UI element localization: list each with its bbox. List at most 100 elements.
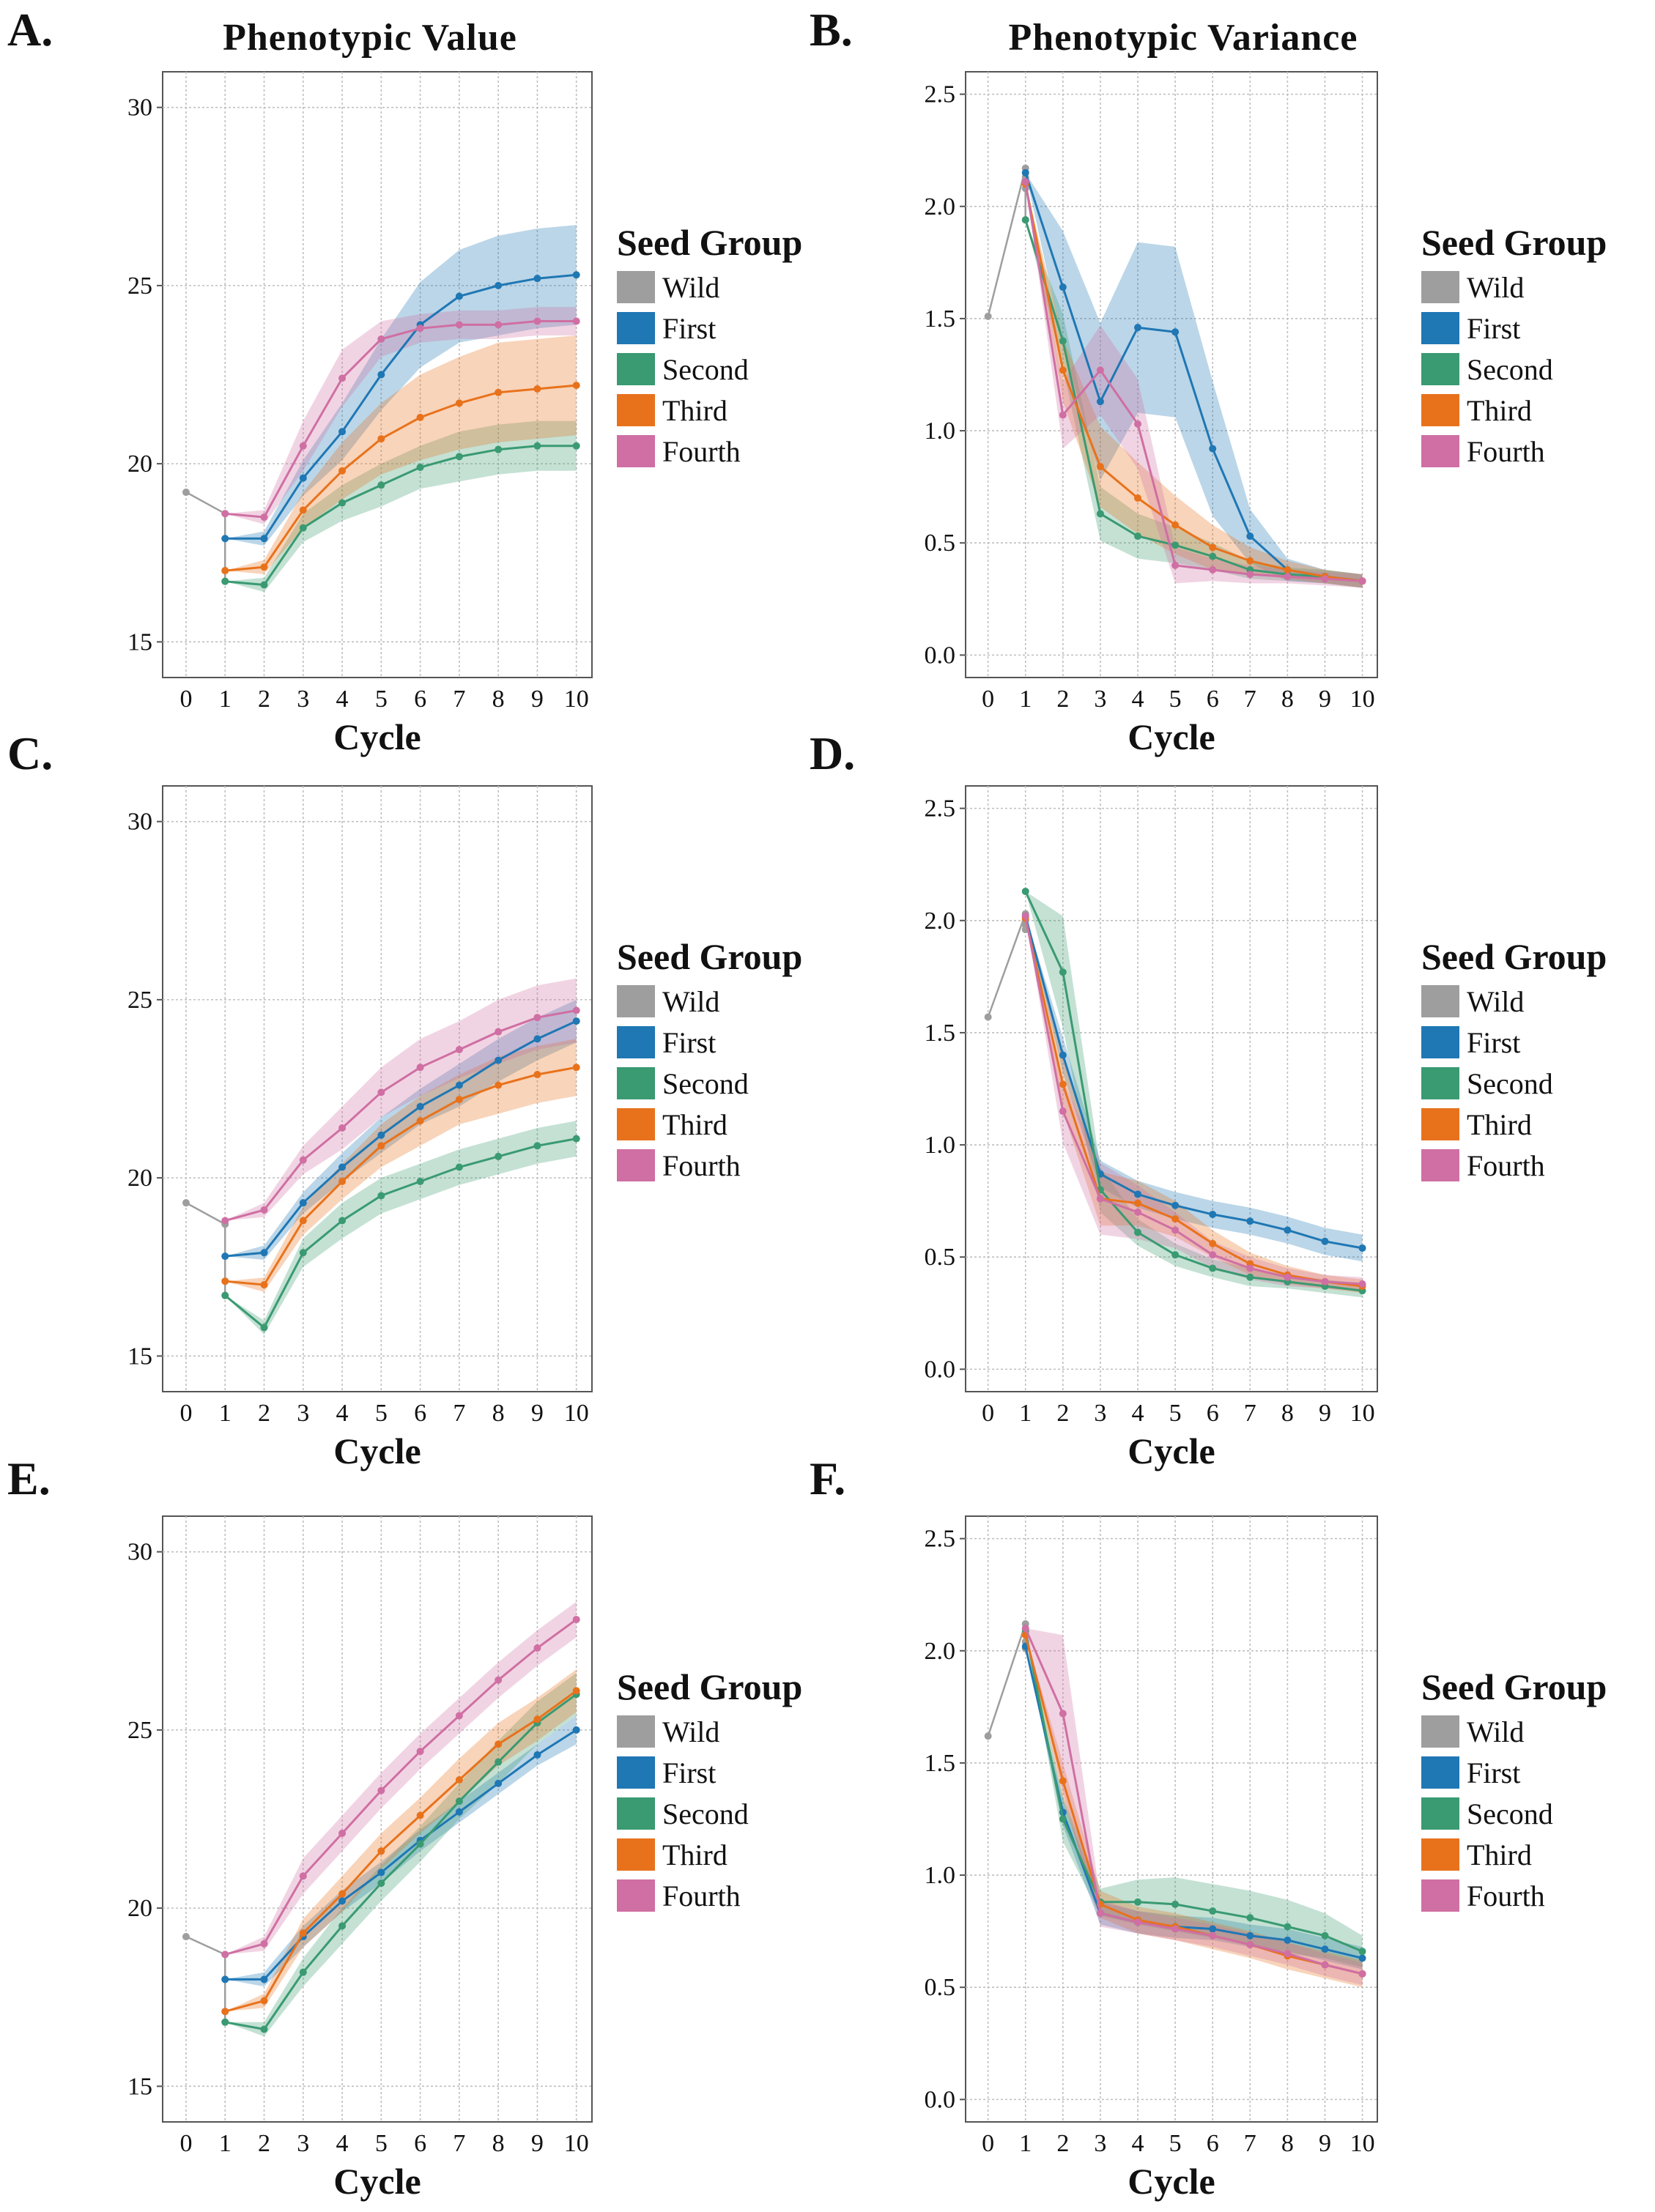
band-third	[1025, 1635, 1363, 1988]
series-line-fourth	[224, 1618, 577, 1956]
data-point-first	[1358, 1954, 1366, 1962]
legend-title: Seed Group	[617, 936, 802, 977]
data-point-fourth	[533, 1644, 541, 1652]
y-tick-label: 1.5	[925, 305, 956, 333]
data-point-fourth	[455, 1045, 463, 1053]
data-point-third	[572, 1064, 580, 1072]
legend-label-wild: Wild	[1467, 985, 1524, 1018]
legend-label-third: Third	[1467, 1838, 1532, 1871]
data-point-third	[1134, 494, 1142, 502]
data-point-fourth	[1096, 1195, 1104, 1203]
data-point-fourth	[260, 1206, 268, 1214]
y-tick-label: 1.5	[925, 1750, 956, 1777]
x-tick-label: 0	[179, 1400, 192, 1427]
data-point-first	[221, 1975, 229, 1983]
band-third	[225, 1039, 577, 1292]
data-point-second	[416, 1840, 424, 1848]
x-tick-label: 2	[258, 1400, 270, 1427]
legend-swatch-third	[1421, 1838, 1459, 1871]
data-point-first	[221, 535, 229, 543]
legend-swatch-fourth	[617, 1149, 655, 1181]
series-line-third	[1024, 183, 1363, 582]
data-point-fourth	[221, 510, 229, 518]
data-point-fourth	[1021, 178, 1029, 186]
panel-a: A. Phenotypic Value 0 1 2 3 4 5 6 7 8 9 10 15 20 25 30 Cy…	[7, 4, 802, 757]
data-point-first	[455, 1808, 463, 1816]
data-point-fourth	[1096, 1909, 1104, 1918]
data-point-second	[533, 442, 541, 450]
x-tick-label: 6	[414, 686, 426, 713]
data-point-fourth	[1358, 577, 1366, 585]
legend-swatch-wild	[1421, 985, 1459, 1017]
y-tick-label: 0.0	[925, 1356, 956, 1383]
series-line-second	[1024, 1630, 1363, 1953]
data-point-fourth	[1209, 1931, 1217, 1940]
data-point-first	[416, 1102, 424, 1110]
data-point-first	[495, 1056, 503, 1064]
data-point-first	[1059, 1051, 1067, 1059]
band-second	[1025, 220, 1363, 588]
legend-swatch-third	[617, 394, 655, 426]
data-point-second	[495, 445, 503, 453]
data-point-fourth	[1059, 1107, 1067, 1116]
x-tick-label: 10	[564, 686, 589, 713]
legend-swatch-third	[1421, 394, 1459, 426]
data-point-first	[338, 428, 347, 436]
data-point-first	[572, 271, 580, 279]
y-tick-label: 20	[127, 450, 152, 478]
data-point-third	[1171, 1215, 1180, 1223]
panel-letter: B.	[810, 4, 853, 56]
panel-b: B. Phenotypic Variance 0 1 2 3 4 5 6 7 8 9 10 0.0 0.5 1…	[810, 4, 1607, 757]
data-point-fourth	[1246, 571, 1254, 579]
data-point-third	[572, 382, 580, 390]
band-first	[1025, 916, 1363, 1262]
data-point-fourth	[338, 1829, 347, 1837]
data-point-second	[455, 1163, 463, 1171]
data-point-first	[455, 292, 463, 300]
data-point-fourth	[495, 1676, 503, 1684]
data-point-third	[416, 413, 424, 421]
legend-swatch-wild	[1421, 271, 1459, 303]
x-tick-label: 0	[982, 1400, 994, 1427]
series-line-first	[225, 273, 577, 540]
legend-swatch-wild	[1421, 1715, 1459, 1748]
legend-label-first: First	[662, 1026, 716, 1059]
data-point-second	[495, 1152, 503, 1160]
data-point-fourth	[1284, 573, 1292, 581]
data-point-third	[1284, 565, 1292, 574]
data-point-third	[455, 399, 463, 407]
y-tick-label: 20	[127, 1165, 152, 1192]
data-point-fourth	[1171, 1226, 1180, 1234]
data-point-fourth	[495, 1028, 503, 1036]
data-point-first	[1246, 1217, 1254, 1225]
legend-title: Seed Group	[617, 222, 802, 263]
x-tick-label: 8	[492, 686, 505, 713]
data-point-fourth	[455, 1712, 463, 1720]
legend-swatch-fourth	[1421, 435, 1459, 467]
data-point-second	[533, 1142, 541, 1150]
plot-area	[162, 785, 593, 1392]
plot-area	[965, 785, 1378, 1392]
legend-label-first: First	[662, 312, 716, 345]
legend-label-wild: Wild	[662, 271, 719, 304]
data-point-third	[299, 506, 307, 514]
data-point-first	[377, 1868, 385, 1877]
x-tick-label: 5	[375, 2130, 388, 2157]
band-fourth	[225, 978, 577, 1221]
data-point-fourth	[338, 374, 347, 382]
data-point-second	[572, 1135, 580, 1143]
x-tick-label: 2	[1056, 686, 1069, 713]
x-tick-label: 10	[564, 2130, 589, 2157]
data-point-third	[572, 1687, 580, 1695]
legend-swatch-first	[1421, 1026, 1459, 1058]
band-second	[225, 420, 577, 593]
series-line-first	[225, 1729, 577, 1981]
panel-letter: E.	[7, 1452, 51, 1504]
x-tick-label: 2	[258, 686, 270, 713]
data-point-fourth	[416, 1064, 424, 1072]
data-point-second	[1171, 1900, 1180, 1908]
data-point-second	[1246, 1273, 1254, 1281]
data-point-first	[1134, 1190, 1142, 1198]
legend-label-fourth: Fourth	[662, 1879, 741, 1912]
x-tick-label: 9	[1319, 1400, 1331, 1427]
